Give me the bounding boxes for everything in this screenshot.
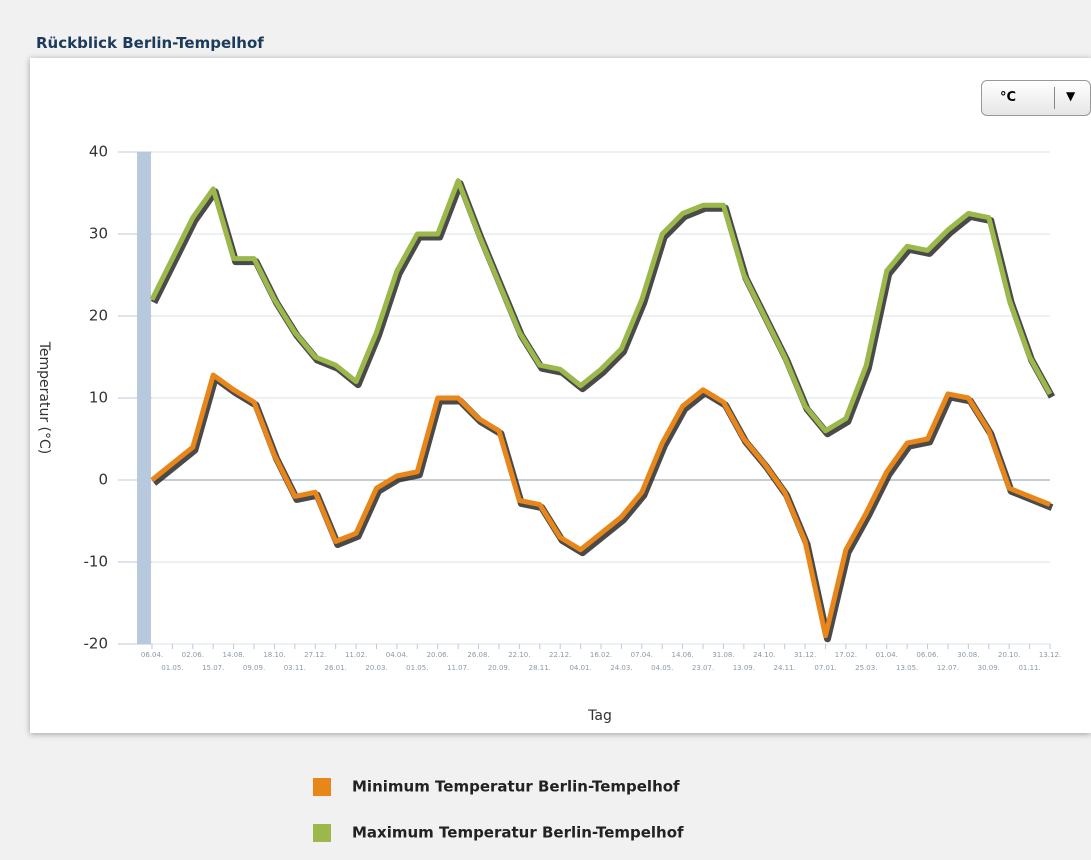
line-shadow xyxy=(151,374,1054,643)
x-tick-label: 30.09. xyxy=(978,664,1000,672)
x-tick-label: 24.10. xyxy=(753,651,775,659)
legend-swatch xyxy=(313,778,331,796)
x-tick-label: 04.04. xyxy=(386,651,408,659)
x-tick-label: 01.05. xyxy=(406,664,428,672)
x-tick-label: 14.08. xyxy=(223,651,245,659)
x-tick-label: 11.02. xyxy=(345,651,367,659)
x-tick-label: 01.11. xyxy=(1018,664,1040,672)
unit-selector[interactable]: °C ▼ xyxy=(981,80,1091,116)
unit-label: °C xyxy=(1000,90,1017,105)
x-tick-label: 07.04. xyxy=(631,651,653,659)
y-tick-label: 0 xyxy=(98,471,108,489)
x-tick-label: 22.12. xyxy=(549,651,571,659)
legend-swatch xyxy=(313,824,331,842)
x-tick-label: 28.11. xyxy=(529,664,551,672)
x-tick-label: 01.05. xyxy=(161,664,183,672)
x-tick-label: 20.06. xyxy=(427,651,449,659)
x-tick-label: 13.05. xyxy=(896,664,918,672)
x-tick-label: 18.10. xyxy=(263,651,285,659)
x-tick-label: 26.01. xyxy=(325,664,347,672)
x-tick-label: 04.01. xyxy=(569,664,591,672)
y-tick-label: 10 xyxy=(89,389,108,407)
x-tick-label: 15.07. xyxy=(202,664,224,672)
y-tick-label: -10 xyxy=(84,553,109,571)
x-tick-label: 24.11. xyxy=(774,664,796,672)
line-shadow xyxy=(150,180,1056,438)
x-tick-label: 30.08. xyxy=(957,651,979,659)
y-tick-label: 40 xyxy=(89,143,108,161)
x-tick-label: 02.06. xyxy=(182,651,204,659)
legend-label: Maximum Temperatur Berlin-Tempelhof xyxy=(352,824,684,842)
x-tick-label: 27.12. xyxy=(304,651,326,659)
x-tick-label: 23.07. xyxy=(692,664,714,672)
x-tick-label: 22.10. xyxy=(508,651,530,659)
dropdown-arrow: ▼ xyxy=(1066,89,1076,103)
x-tick-label: 17.02. xyxy=(835,651,857,659)
x-tick-label: 11.07. xyxy=(447,664,469,672)
x-tick-label: 03.11. xyxy=(284,664,306,672)
y-tick-label: 20 xyxy=(89,307,108,325)
x-tick-label: 07.01. xyxy=(814,664,836,672)
x-tick-label: 20.10. xyxy=(998,651,1020,659)
x-tick-label: 20.03. xyxy=(365,664,387,672)
page-title: Rückblick Berlin-Tempelhof xyxy=(36,34,264,52)
x-tick-label: 24.03. xyxy=(610,664,632,672)
x-tick-label: 20.09. xyxy=(488,664,510,672)
x-tick-label: 06.04. xyxy=(141,651,163,659)
series-line xyxy=(150,372,1051,639)
x-tick-label: 09.09. xyxy=(243,664,265,672)
x-tick-label: 26.08. xyxy=(467,651,489,659)
x-tick-label: 13.09. xyxy=(733,664,755,672)
x-tick-label: 06.06. xyxy=(916,651,938,659)
y-tick-label: -20 xyxy=(84,635,109,653)
series-line xyxy=(149,178,1053,434)
x-tick-label: 04.05. xyxy=(651,664,673,672)
x-axis-title: Tag xyxy=(587,708,612,724)
x-tick-label: 16.02. xyxy=(590,651,612,659)
x-tick-label: 31.12. xyxy=(794,651,816,659)
x-tick-label: 13.12. xyxy=(1039,651,1061,659)
y-tick-label: 30 xyxy=(89,225,108,243)
x-tick-label: 25.03. xyxy=(855,664,877,672)
legend-label: Minimum Temperatur Berlin-Tempelhof xyxy=(352,778,680,796)
y-axis-title: Temperatur (°C) xyxy=(36,341,52,455)
x-tick-label: 31.08. xyxy=(712,651,734,659)
separator xyxy=(1054,87,1055,109)
x-tick-label: 01.04. xyxy=(876,651,898,659)
x-tick-label: 14.06. xyxy=(672,651,694,659)
x-tick-label: 12.07. xyxy=(937,664,959,672)
